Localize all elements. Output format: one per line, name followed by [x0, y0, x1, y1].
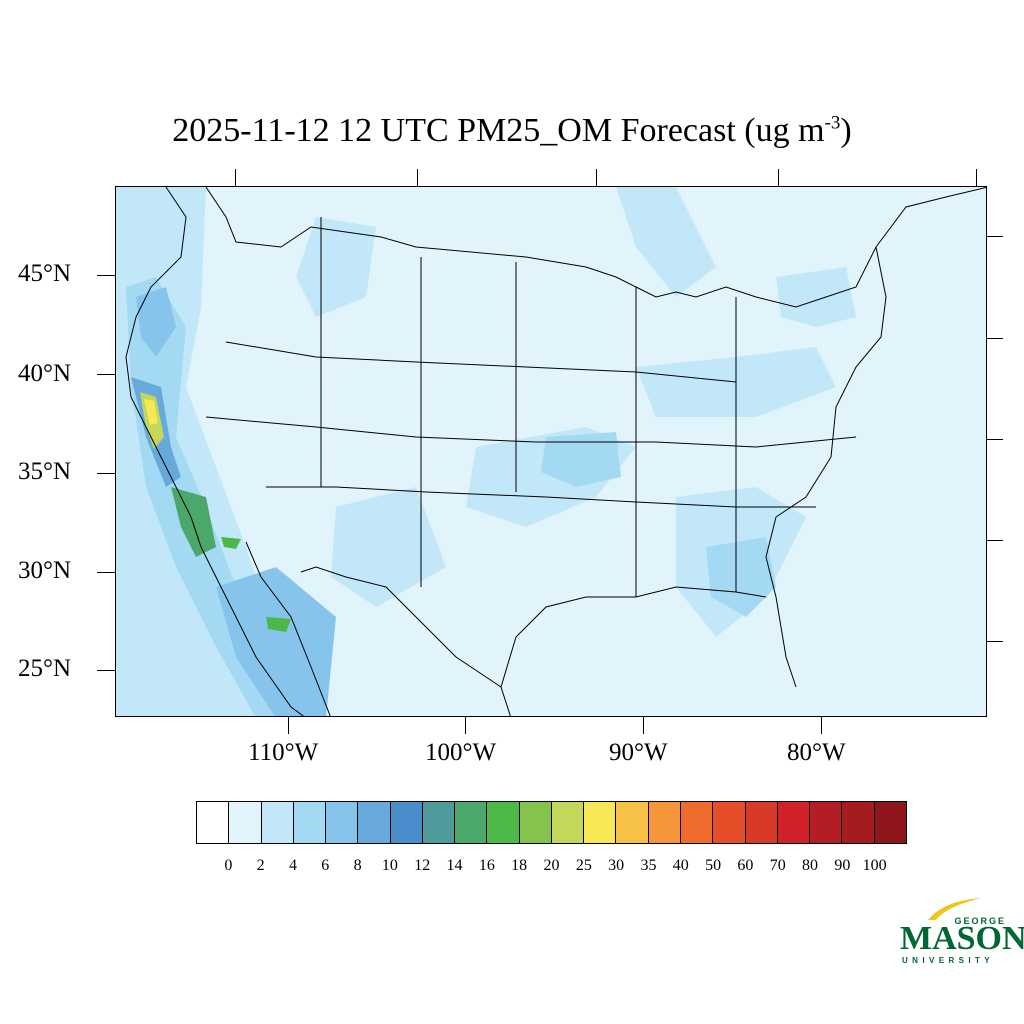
lat-tick: [97, 670, 115, 671]
colorbar-label: 35: [640, 857, 657, 874]
lat-tick: [97, 473, 115, 474]
colorbar-label: 10: [381, 857, 398, 874]
colorbar-swatch: [616, 802, 649, 843]
right-tick: [987, 439, 1003, 440]
top-tick: [596, 169, 597, 186]
lat-tick: [97, 572, 115, 573]
top-tick: [235, 169, 236, 186]
colorbar-swatch: [293, 802, 327, 843]
colorbar-label: 40: [672, 857, 689, 874]
top-tick: [417, 169, 418, 186]
map-canvas: [116, 187, 986, 716]
colorbar-swatch: [422, 802, 456, 843]
colorbar-label: 90: [834, 857, 851, 874]
colorbar-swatch: [648, 802, 681, 843]
colorbar-swatch: [229, 802, 262, 843]
colorbar-label: 0: [224, 857, 233, 874]
right-tick: [987, 641, 1003, 642]
colorbar-label: 70: [769, 857, 786, 874]
logo-george-text: GEORGE: [954, 916, 1006, 926]
george-mason-logo: GEORGE MASON UNIVERSITY: [896, 896, 1024, 968]
lat-label-25: 25°N: [18, 655, 72, 682]
colorbar-swatch: [455, 802, 488, 843]
lat-tick: [97, 275, 115, 276]
colorbar-swatch: [358, 802, 391, 843]
lon-label-100w: 100°W: [425, 739, 497, 766]
colorbar-label: 25: [575, 857, 592, 874]
right-tick: [987, 540, 1003, 541]
logo-university-text: UNIVERSITY: [902, 956, 995, 965]
colorbar-label: 14: [446, 857, 463, 874]
colorbar-swatch: [261, 802, 294, 843]
colorbar: [196, 801, 907, 844]
colorbar-swatch: [487, 802, 520, 843]
lat-label-35: 35°N: [18, 458, 72, 485]
swoosh-icon: [928, 898, 981, 920]
colorbar-label: 18: [511, 857, 528, 874]
colorbar-swatch: [777, 802, 811, 843]
colorbar-swatch: [713, 802, 746, 843]
lat-label-45: 45°N: [18, 260, 72, 287]
colorbar-swatch: [197, 802, 230, 843]
lat-label-40: 40°N: [18, 360, 72, 387]
right-tick: [987, 338, 1003, 339]
colorbar-label: 6: [321, 857, 330, 874]
colorbar-swatch: [810, 802, 843, 843]
chart-title: 2025-11-12 12 UTC PM25_OM Forecast (ug m…: [172, 112, 852, 149]
lon-tick: [821, 717, 822, 734]
colorbar-swatch: [584, 802, 617, 843]
colorbar-label: 12: [414, 857, 431, 874]
boundaries: [125, 187, 986, 716]
logo-mason-text: MASON: [900, 920, 1024, 957]
colorbar-label: 50: [705, 857, 722, 874]
colorbar-swatch: [842, 802, 875, 843]
lat-label-30: 30°N: [18, 557, 72, 584]
lon-tick: [643, 717, 644, 734]
colorbar-swatch: [745, 802, 778, 843]
colorbar-label: 80: [802, 857, 819, 874]
colorbar-swatch: [874, 802, 906, 843]
colorbar-swatch: [390, 802, 423, 843]
colorbar-label: 100: [862, 857, 887, 874]
colorbar-label: 4: [288, 857, 297, 874]
lon-label-80w: 80°W: [787, 739, 846, 766]
top-tick: [976, 169, 977, 186]
colorbar-swatch: [519, 802, 552, 843]
lat-tick: [97, 374, 115, 375]
colorbar-label: 20: [543, 857, 560, 874]
colorbar-label: 30: [608, 857, 625, 874]
colorbar-label: 8: [353, 857, 362, 874]
colorbar-label: 16: [478, 857, 495, 874]
colorbar-swatch: [680, 802, 714, 843]
colorbar-swatch: [551, 802, 585, 843]
lon-tick: [288, 717, 289, 734]
lon-tick: [465, 717, 466, 734]
top-tick: [778, 169, 779, 186]
right-tick: [987, 236, 1003, 237]
colorbar-swatch: [326, 802, 359, 843]
lon-label-110w: 110°W: [248, 739, 319, 766]
forecast-map: [115, 186, 987, 717]
colorbar-label: 2: [256, 857, 265, 874]
colorbar-label: 60: [737, 857, 754, 874]
lon-label-90w: 90°W: [609, 739, 668, 766]
concentration-field: [116, 187, 856, 716]
